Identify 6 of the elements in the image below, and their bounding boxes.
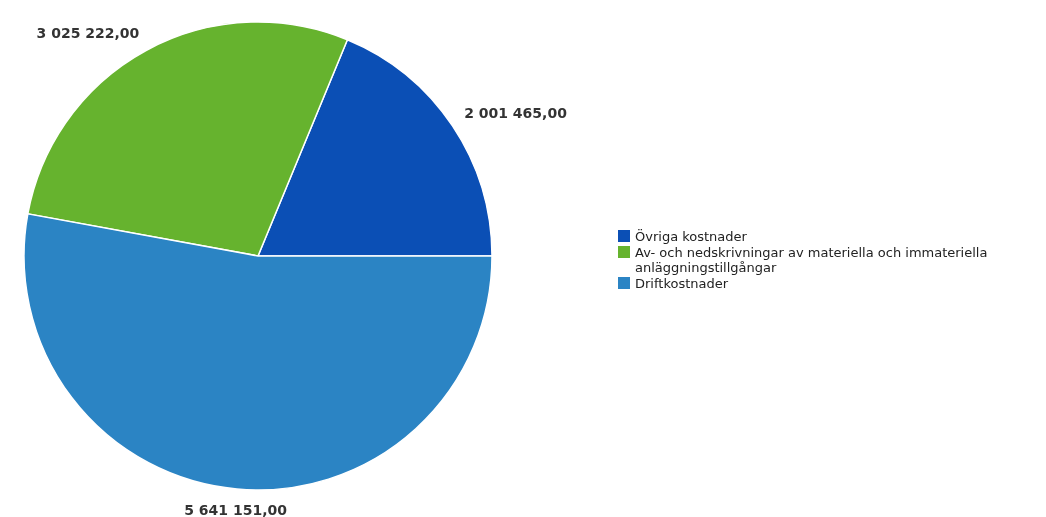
legend-label: Övriga kostnader [635, 228, 748, 244]
legend-label: Av- och nedskrivningar av materiella och immateriella anläggningstillgångar [635, 245, 988, 275]
data-label: 5 641 151,00 [184, 501, 288, 517]
data-label: 3 025 222,00 [36, 25, 140, 42]
legend-label: Driftkostnader [635, 276, 729, 291]
data-label: 2 001 465,00 [464, 105, 568, 122]
